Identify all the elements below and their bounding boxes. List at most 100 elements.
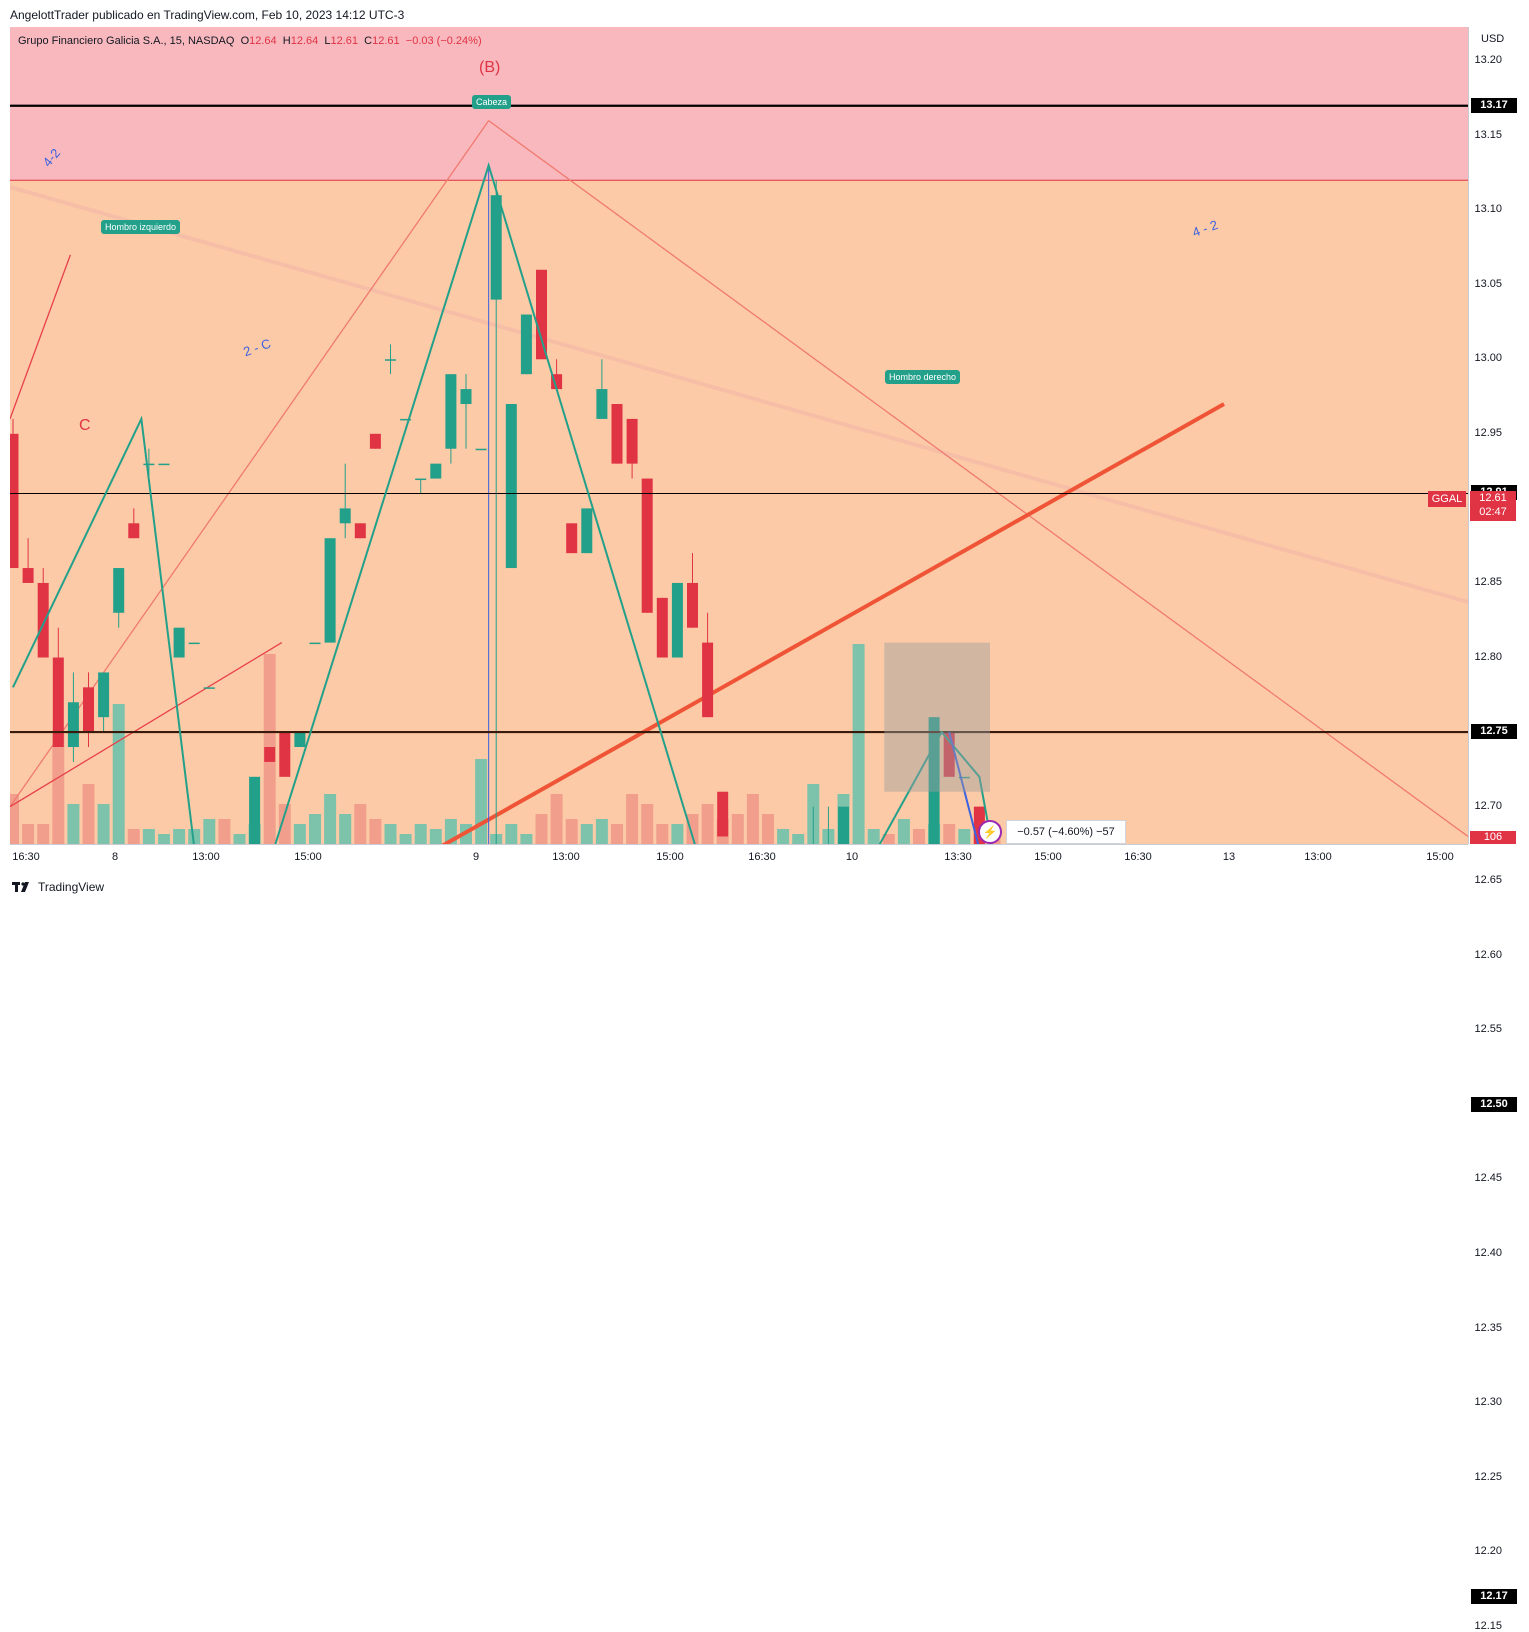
time-tick: 13:30 [944, 851, 972, 863]
volume-bar [203, 819, 216, 844]
price-tick: 13.15 [1474, 128, 1502, 141]
price-tick: 13.10 [1474, 203, 1502, 216]
volume-bar [595, 819, 608, 844]
open-label: O [240, 35, 250, 47]
candle-body [67, 702, 79, 747]
time-tick: 15:00 [656, 851, 684, 863]
time-tick: 13 [1222, 851, 1236, 863]
price-scale[interactable]: USD 13.2013.1513.1013.0513.0012.9512.901… [1468, 27, 1520, 1632]
candle-body [596, 389, 608, 419]
candle-body [536, 269, 547, 360]
last-price: 12.61 [1479, 492, 1507, 504]
price-tick: 12.40 [1474, 1247, 1502, 1260]
right-shoulder-callout[interactable]: Hombro derecho [885, 370, 961, 384]
volume-bar [943, 824, 956, 844]
candle-body [309, 642, 321, 645]
candle-body [838, 806, 849, 844]
candle-body [354, 523, 366, 539]
lightning-icon[interactable]: ⚡ [978, 820, 1002, 844]
close-value: 12.61 [372, 35, 400, 47]
candle-body [324, 538, 336, 643]
volume-bar [701, 804, 714, 844]
candle-body [475, 448, 487, 451]
volume-bar [37, 824, 50, 844]
price-tick: 12.60 [1474, 948, 1502, 961]
change-value: −0.03 (−0.24%) [405, 35, 482, 47]
volume-bar [897, 819, 910, 844]
open-value: 12.64 [249, 35, 277, 47]
price-tick: 12.20 [1474, 1545, 1502, 1558]
price-tick: 12.85 [1474, 575, 1502, 588]
head-shoulders-line [12, 162, 993, 844]
candle-body [656, 597, 668, 658]
candle-body [369, 433, 381, 449]
low-label: L [324, 35, 331, 47]
candle-body [10, 433, 19, 569]
volume-bar [369, 819, 382, 844]
right-shoulder-box [884, 642, 990, 792]
close-label: C [364, 35, 373, 47]
symbol-legend: Grupo Financiero Galicia S.A., 15, NASDA… [18, 35, 482, 47]
candle-body [188, 642, 200, 645]
volume-bar [762, 814, 774, 844]
high-value: 12.64 [290, 35, 319, 47]
symbol-title: Grupo Financiero Galicia S.A., 15, NASDA… [18, 35, 235, 47]
low-value: 12.61 [330, 35, 359, 47]
candle-body [22, 568, 34, 583]
left-shoulder-callout[interactable]: Hombro izquierdo [101, 220, 181, 234]
bold-trendline [441, 402, 1226, 844]
volume-bar [686, 814, 699, 844]
volume-bar [867, 829, 880, 844]
price-tick: 13.00 [1474, 352, 1502, 365]
volume-bar [852, 644, 865, 844]
volume-bar [565, 819, 578, 844]
price-tick: 12.70 [1474, 799, 1502, 812]
volume-bar [626, 794, 639, 844]
volume-bar [384, 824, 397, 844]
currency-label: USD [1481, 33, 1505, 45]
volume-bar [913, 829, 925, 844]
volume-bar [656, 824, 669, 844]
candle-body [551, 374, 563, 390]
price-tick: 12.95 [1474, 426, 1502, 439]
time-tick: 13:00 [1304, 851, 1332, 863]
candlestick-chart[interactable] [10, 27, 1468, 844]
time-axis[interactable]: 16:30 8 13:00 15:00 9 13:00 15:00 16:30 10 13:30 1… [10, 844, 1468, 871]
candle-body [717, 791, 729, 837]
candle-body [98, 672, 110, 718]
candle-body [52, 657, 64, 747]
volume-bar [10, 794, 19, 844]
candle-body [520, 314, 532, 375]
price-level-badge: 12.17 [1471, 1589, 1517, 1605]
chart-area[interactable] [10, 27, 1468, 844]
volume-bar [475, 759, 488, 844]
price-level-badge: 12.75 [1471, 724, 1517, 740]
candle-body [203, 687, 215, 689]
candle-body [249, 776, 261, 844]
candle-body [611, 403, 623, 464]
volume-bar [324, 794, 337, 844]
footer-brand[interactable]: TradingView [12, 880, 104, 894]
volume-bar [142, 829, 155, 844]
high-label: H [282, 35, 291, 47]
volume-bar [777, 829, 790, 844]
time-tick: 15:00 [1426, 851, 1454, 863]
volume-bar [218, 819, 231, 844]
volume-bar [67, 804, 80, 844]
volume-bar [127, 829, 140, 844]
brand-name: TradingView [38, 880, 105, 894]
candle-body [626, 418, 638, 464]
bar-countdown: 02:47 [1479, 506, 1507, 518]
time-tick: 15:00 [1034, 851, 1062, 863]
volume-bar [550, 794, 563, 844]
time-tick: 16:30 [1124, 851, 1152, 863]
volume-bar [958, 829, 971, 844]
time-tick: 16:30 [12, 851, 40, 863]
volume-bar [22, 824, 35, 844]
symbol-tag: GGAL [1428, 491, 1466, 507]
head-callout[interactable]: Cabeza [472, 95, 512, 109]
volume-bar [399, 834, 412, 844]
candle-body [505, 403, 517, 569]
price-tick: 12.80 [1474, 650, 1502, 663]
candle-body [400, 418, 412, 421]
